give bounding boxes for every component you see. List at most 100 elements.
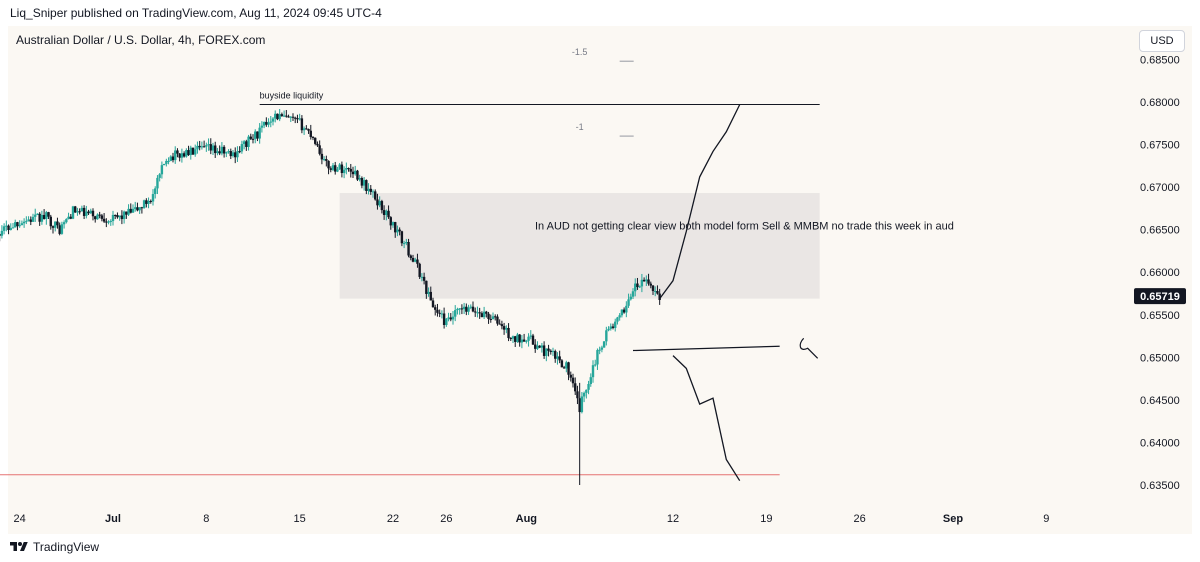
- candle-body: [562, 367, 566, 369]
- candle-body: [302, 128, 306, 131]
- candle: [14, 219, 17, 228]
- candle-body: [491, 316, 495, 320]
- candle-body: [340, 164, 344, 174]
- candle: [365, 179, 368, 195]
- bullish-projection-curve[interactable]: [659, 104, 741, 299]
- candle: [545, 348, 548, 362]
- candle-body: [598, 349, 601, 351]
- candle-body: [294, 117, 297, 119]
- candle-body: [171, 156, 175, 161]
- currency-button[interactable]: USD: [1139, 30, 1185, 52]
- bearish-projection-curve[interactable]: [672, 355, 741, 482]
- candle: [134, 201, 137, 212]
- candle-body: [367, 188, 370, 191]
- candle-body: [651, 285, 655, 292]
- candle-body: [374, 191, 377, 200]
- candle-body: [527, 336, 530, 341]
- candle-body: [74, 206, 77, 213]
- candle: [145, 198, 148, 208]
- candle: [174, 146, 177, 164]
- candle: [422, 272, 426, 285]
- candle-body: [278, 114, 281, 120]
- candle: [382, 205, 386, 220]
- candle: [471, 301, 475, 313]
- candle: [27, 216, 30, 222]
- candle-body: [365, 180, 368, 191]
- candle: [409, 254, 412, 261]
- candle: [236, 146, 239, 162]
- candle: [56, 217, 59, 229]
- candle-body: [305, 128, 308, 130]
- candle-body: [496, 316, 499, 324]
- last-price-badge[interactable]: [1134, 288, 1186, 305]
- candle: [54, 221, 57, 232]
- candle-body: [360, 178, 364, 186]
- candle: [182, 151, 186, 158]
- candle-body: [605, 330, 608, 342]
- candle-body: [609, 326, 612, 329]
- candle: [431, 297, 435, 308]
- candle: [482, 306, 486, 320]
- candle: [338, 163, 341, 171]
- candle-body: [356, 170, 359, 180]
- candle: [122, 210, 126, 224]
- candle: [351, 166, 355, 179]
- x-axis-tick-label: Jul: [105, 513, 121, 525]
- candle: [582, 391, 586, 403]
- candle-body: [594, 364, 597, 366]
- y-axis-tick-label: 0.67500: [1140, 140, 1180, 152]
- neutral-projection-line[interactable]: [632, 345, 780, 352]
- candle-body: [256, 131, 259, 139]
- candle-body: [431, 300, 435, 308]
- candle-body: [47, 212, 50, 217]
- candle-body: [425, 280, 428, 294]
- candle: [334, 161, 337, 175]
- candle-body: [480, 313, 484, 318]
- candle: [196, 141, 199, 154]
- candle-body: [194, 149, 197, 155]
- candle-body: [311, 136, 315, 138]
- candle-body: [22, 221, 26, 224]
- candle: [569, 371, 572, 382]
- candle-body: [209, 144, 212, 151]
- premium-zone-box[interactable]: [339, 193, 820, 299]
- candle: [209, 138, 212, 155]
- candle-body: [60, 224, 64, 234]
- chart-annotation: buyside liquidity: [260, 91, 324, 101]
- candle-body: [449, 317, 452, 320]
- candle-body: [456, 308, 459, 311]
- candle-body: [438, 312, 441, 314]
- candle-body: [242, 141, 246, 145]
- candle-body: [478, 312, 481, 314]
- candle: [9, 223, 12, 231]
- candle-body: [285, 115, 288, 117]
- candle: [105, 218, 108, 228]
- candle: [469, 304, 472, 310]
- candle: [627, 293, 630, 308]
- candle-body: [80, 207, 84, 212]
- candle-body: [640, 279, 644, 287]
- x-axis-tick-label: 22: [387, 513, 399, 525]
- candle: [289, 116, 292, 123]
- candle: [222, 145, 226, 158]
- candle-body: [545, 348, 548, 356]
- candle: [558, 350, 561, 364]
- candle-body: [65, 219, 68, 223]
- candle-body: [380, 201, 384, 211]
- candle-body: [574, 383, 577, 392]
- candle-body: [111, 214, 115, 222]
- candle-body: [116, 215, 119, 218]
- candle-body: [516, 334, 519, 342]
- footer-brand[interactable]: TradingView: [10, 540, 99, 554]
- candle: [102, 213, 106, 223]
- candle-body: [647, 279, 650, 284]
- candle: [462, 302, 466, 314]
- candle: [140, 206, 144, 214]
- candle: [580, 392, 584, 414]
- candle-body: [616, 317, 619, 322]
- candle-body: [289, 116, 292, 118]
- candle: [91, 208, 95, 221]
- x-axis-tick-label: 15: [294, 513, 306, 525]
- candle-body: [427, 291, 430, 294]
